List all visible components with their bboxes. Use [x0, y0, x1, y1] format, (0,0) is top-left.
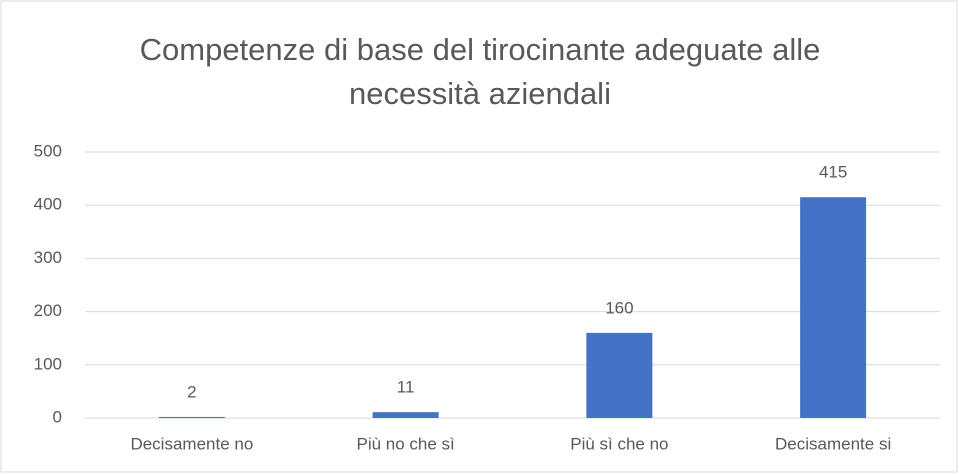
- x-tick-label: Più sì che no: [570, 434, 668, 453]
- y-tick-label: 400: [34, 195, 62, 214]
- y-tick-label: 200: [34, 301, 62, 320]
- chart-title: Competenze di base del tirocinante adegu…: [139, 32, 821, 111]
- data-label: 11: [397, 378, 415, 397]
- data-label: 160: [605, 298, 633, 317]
- data-label: 2: [187, 382, 196, 401]
- data-label: 415: [819, 163, 847, 182]
- x-tick-label: Decisamente si: [775, 434, 891, 453]
- bar: [158, 416, 225, 418]
- x-tick-label: Decisamente no: [130, 434, 253, 453]
- bar: [586, 332, 653, 418]
- bar: [372, 412, 439, 418]
- y-tick-label: 100: [34, 354, 62, 373]
- x-tick-label: Più no che sì: [356, 434, 454, 453]
- bar: [800, 197, 867, 418]
- y-tick-label: 0: [53, 407, 62, 426]
- y-tick-label: 300: [34, 248, 62, 267]
- y-tick-label: 500: [34, 141, 62, 160]
